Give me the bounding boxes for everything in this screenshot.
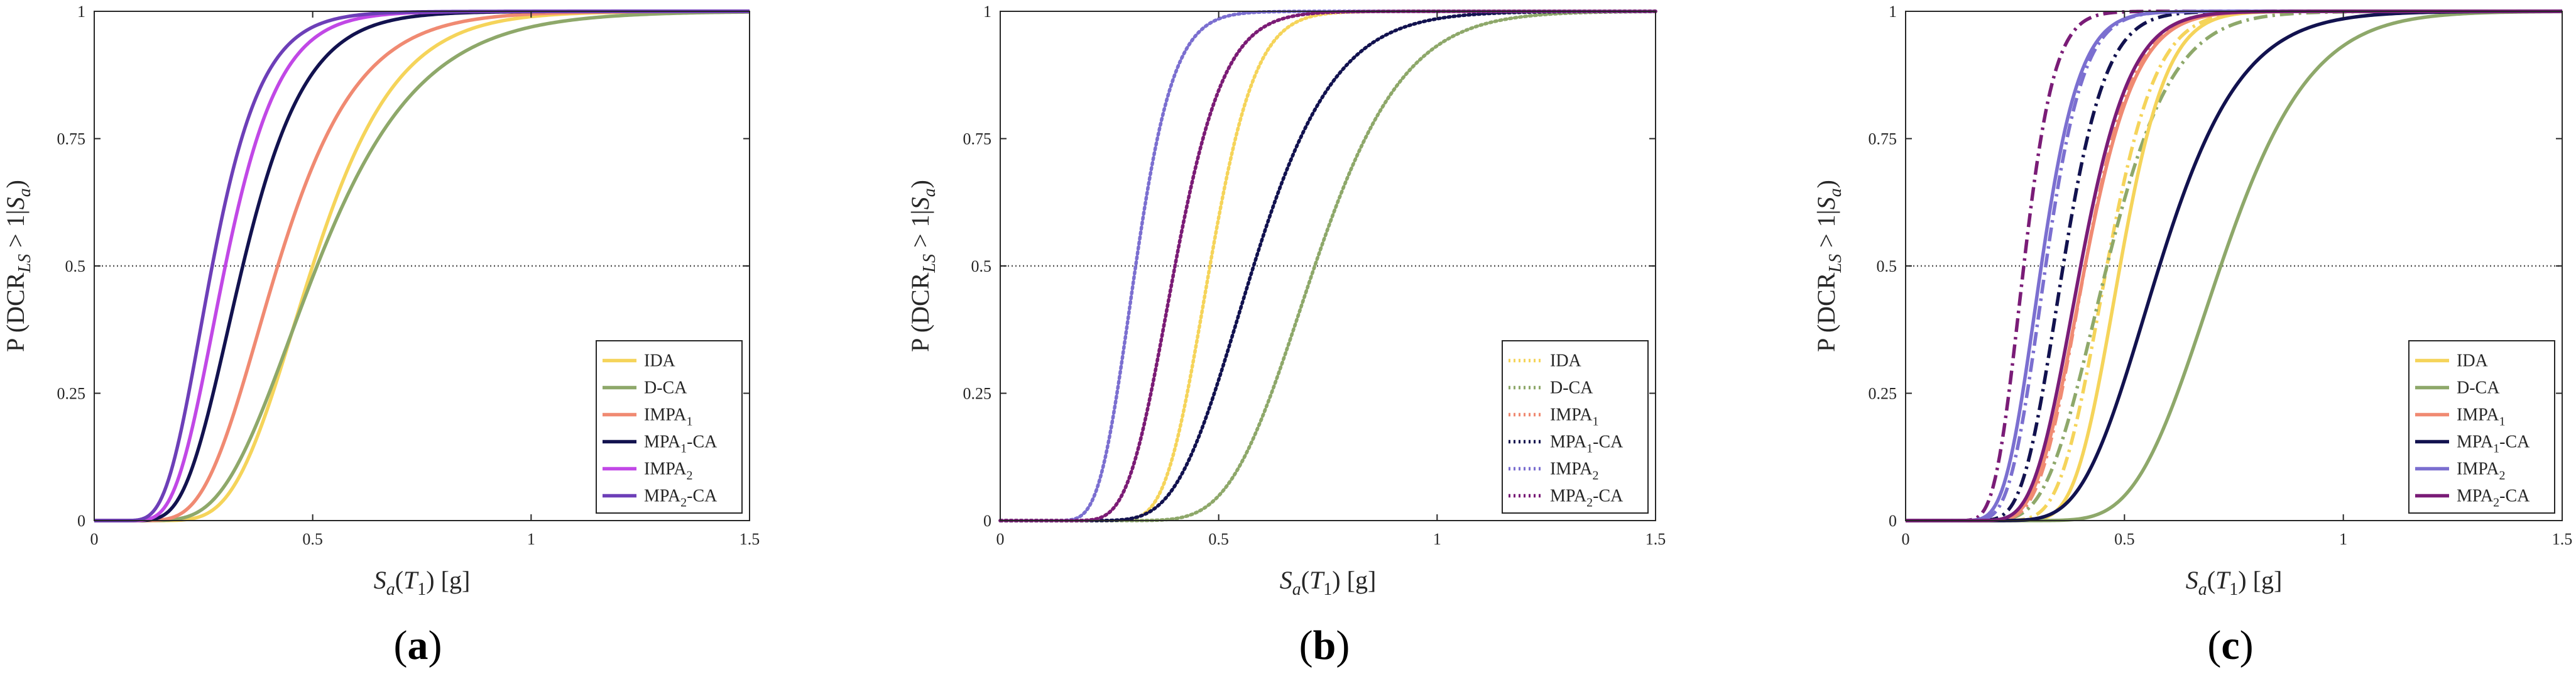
panel-c: 0 0.5 1 1.5 0 0.25 0.5 0.75 1 Sa(T1) [g] P (DCRLS … — [1812, 3, 2572, 668]
panel-c-caption-label: (c) — [2207, 622, 2253, 668]
panel-b-legend-label-impa2: IMPA2 — [1550, 460, 1598, 483]
panel-b-xtick-label: 1 — [1433, 530, 1441, 548]
panel-c-ytick-label: 0.25 — [1869, 385, 1897, 403]
panel-c-xlabel: Sa(T1) [g] — [2186, 566, 2283, 599]
panel-a-legend-label-mpa2-ca: MPA2-CA — [644, 487, 718, 510]
panel-c-xtick-label: 0.5 — [2114, 530, 2135, 548]
panel-a-xlabel: Sa(T1) [g] — [374, 566, 471, 599]
panel-b-ytick-label: 0.5 — [971, 257, 992, 275]
panel-a-xtick-label: 1 — [527, 530, 535, 548]
panel-c-legend-label-ida: IDA — [2457, 351, 2489, 371]
panel-b-ytick-label: 0.25 — [963, 385, 992, 403]
panel-a-ytick-label: 1 — [77, 3, 85, 21]
panel-b-legend: IDA D-CA IMPA1 MPA1-CA IMPA2 MPA2-CA — [1502, 340, 1649, 514]
panel-c-xtick-label: 1 — [2339, 530, 2347, 548]
panel-a-ytick-label: 0 — [77, 512, 85, 530]
panel-a-series-d-ca — [94, 10, 750, 522]
panel-b-legend-box — [1502, 340, 1649, 514]
panel-a-legend: IDA D-CA IMPA1 MPA1-CA IMPA2 MPA2-CA — [596, 340, 743, 514]
panel-c-ytick-label: 0.75 — [1869, 130, 1897, 148]
panel-b-xtick-label: 0.5 — [1208, 530, 1229, 548]
panel-b-ytick-label: 0.75 — [963, 130, 992, 148]
panel-b-legend-label-ida: IDA — [1550, 351, 1582, 371]
panel-b-ytick-label: 1 — [983, 3, 991, 21]
panel-b-ylabel: P (DCRLS > 1|Sa) — [906, 180, 939, 352]
panel-a-legend-label-d-ca: D-CA — [644, 378, 687, 398]
panel-c-ytick-label: 0 — [1889, 512, 1897, 530]
panel-a-legend-label-impa2: IMPA2 — [644, 460, 692, 483]
panel-c-legend-label-mpa1-ca: MPA1-CA — [2457, 433, 2530, 456]
panel-c-legend-label-d-ca: D-CA — [2457, 378, 2500, 398]
panel-c-xtick-label: 1.5 — [2552, 530, 2573, 548]
panel-c-ylabel: P (DCRLS > 1|Sa) — [1812, 180, 1845, 352]
panel-c-legend-label-impa2: IMPA2 — [2457, 460, 2505, 483]
panel-c-ytick-label: 1 — [1889, 3, 1897, 21]
panel-a-legend-label-mpa1-ca: MPA1-CA — [644, 433, 718, 456]
panel-b-legend-label-mpa2-ca: MPA2-CA — [1550, 487, 1624, 510]
panel-b-caption-label: (b) — [1299, 622, 1350, 668]
panel-b-legend-label-d-ca: D-CA — [1550, 378, 1593, 398]
panel-a-legend-label-ida: IDA — [644, 351, 676, 371]
panel-b-ytick-label: 0 — [983, 512, 991, 530]
panel-b-xtick-label: 1.5 — [1645, 530, 1666, 548]
panel-a-caption-label: (a) — [394, 622, 442, 668]
panel-a: 0 0.5 1 1.5 0 0.25 0.5 0.75 1 Sa(T1) [g] P (DCRLS … — [1, 3, 760, 668]
panel-b-legend-label-impa1: IMPA1 — [1550, 406, 1598, 429]
panel-a-ytick-label: 0.5 — [65, 257, 86, 275]
panel-a-ytick-label: 0.75 — [57, 130, 86, 148]
panel-c-xtick-label: 0 — [1902, 530, 1910, 548]
panel-b: 0 0.5 1 1.5 0 0.25 0.5 0.75 1 Sa(T1) [g] P (DCRLS … — [906, 3, 1666, 668]
panel-b-xtick-label: 0 — [996, 530, 1005, 548]
panel-a-ylabel: P (DCRLS > 1|Sa) — [1, 180, 35, 352]
panel-c-ytick-label: 0.5 — [1877, 257, 1897, 275]
panel-c-legend-label-impa1: IMPA1 — [2457, 406, 2505, 429]
panel-b-legend-label-mpa1-ca: MPA1-CA — [1550, 433, 1624, 456]
panel-c-legend-label-mpa2-ca: MPA2-CA — [2457, 487, 2530, 510]
panel-a-xtick-label: 0.5 — [302, 530, 323, 548]
panel-b-xlabel: Sa(T1) [g] — [1280, 566, 1377, 599]
panel-a-xtick-label: 0 — [90, 530, 99, 548]
panel-c-legend: IDA D-CA IMPA1 MPA1-CA IMPA2 MPA2-CA — [2408, 340, 2555, 514]
panel-a-legend-label-impa1: IMPA1 — [644, 406, 692, 429]
panel-a-ytick-label: 0.25 — [57, 385, 86, 403]
panel-c-legend-box — [2408, 340, 2555, 514]
panel-a-legend-box — [596, 340, 743, 514]
panel-a-xtick-label: 1.5 — [740, 530, 760, 548]
